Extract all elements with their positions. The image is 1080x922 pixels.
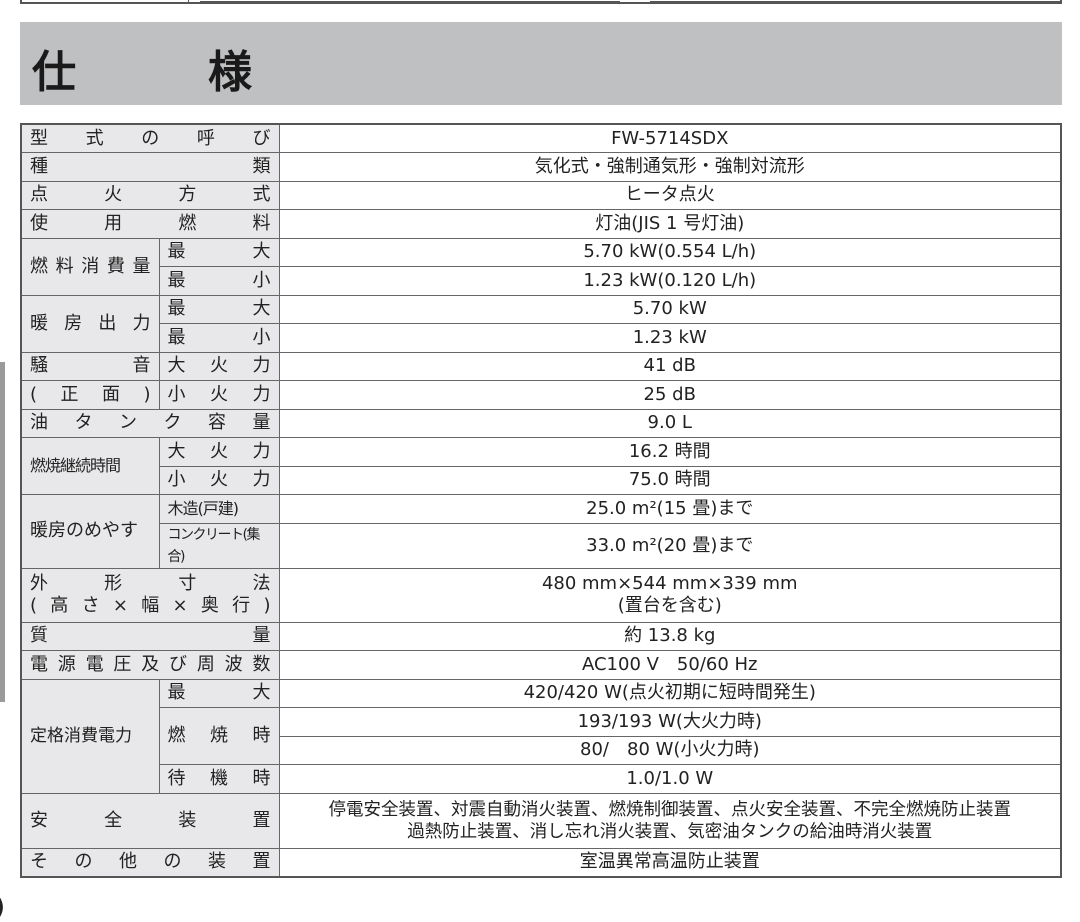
- row-value: 約 13.8 kg: [278, 621, 1062, 651]
- row-value: AC100 V 50/60 Hz: [278, 650, 1062, 680]
- row-label-line: (高さ×幅×奥行): [30, 595, 271, 616]
- sub-label: 大火力: [158, 351, 280, 381]
- table-row: 点火方式 ヒータ点火: [20, 180, 1062, 210]
- row-label: 暖房出力: [20, 294, 160, 353]
- sub-label: コンクリート(集合): [158, 522, 280, 569]
- row-label: その他の装置: [20, 847, 280, 877]
- row-label: 燃料消費量: [20, 237, 160, 296]
- row-label: 電源電圧及び周波数: [20, 650, 280, 680]
- sub-label: 小火力: [158, 465, 280, 495]
- table-row: 燃料消費量 最大 5.70 kW(0.554 L/h): [20, 237, 1062, 296]
- table-row: 定格消費電力 最大 420/420 W(点火初期に短時間発生): [20, 678, 1062, 794]
- table-row: 電源電圧及び周波数 AC100 V 50/60 Hz: [20, 650, 1062, 680]
- row-label-line: 外形寸法: [30, 573, 271, 594]
- row-value: 5.70 kW: [278, 294, 1062, 324]
- row-value: 1.23 kW: [278, 323, 1062, 353]
- row-label: 質量: [20, 621, 280, 651]
- sub-label: 木造(戸建): [158, 494, 280, 524]
- row-value: 16.2 時間: [278, 437, 1062, 467]
- row-value: 停電安全装置、対震自動消火装置、燃焼制御装置、点火安全装置、不完全燃焼防止装置 …: [278, 792, 1062, 849]
- row-value: 室温異常高温防止装置: [278, 847, 1062, 877]
- value-line: 過熱防止装置、消し忘れ消火装置、気密油タンクの給油時消火装置: [407, 821, 933, 842]
- row-value: ヒータ点火: [278, 180, 1062, 210]
- value-line: 停電安全装置、対震自動消火装置、燃焼制御装置、点火安全装置、不完全燃焼防止装置: [328, 799, 1012, 820]
- table-row: 最小 1.23 kW(0.120 L/h): [21, 266, 1062, 296]
- row-value: FW-5714SDX: [278, 123, 1062, 153]
- row-label: 暖房のめやす: [20, 494, 160, 569]
- row-value: 33.0 m²(20 畳)まで: [278, 522, 1062, 569]
- row-value: 25 dB: [278, 380, 1062, 410]
- row-label: 油タンク容量: [20, 408, 280, 438]
- spec-table: 型式の呼び FW-5714SDX 種類 気化式・強制通気形・強制対流形 点火方式…: [20, 123, 1062, 878]
- row-label: 外形寸法 (高さ×幅×奥行): [20, 567, 280, 623]
- table-row: コンクリート(集合) 33.0 m²(20 畳)まで: [21, 522, 1062, 569]
- sub-label: 最大: [158, 294, 280, 324]
- row-value: 灯油(JIS 1 号灯油): [278, 209, 1062, 239]
- table-row: 安全装置 停電安全装置、対震自動消火装置、燃焼制御装置、点火安全装置、不完全燃焼…: [20, 792, 1062, 849]
- value-line: (置台を含む): [617, 595, 722, 616]
- table-row: 燃焼継続時間 大火力 16.2 時間: [20, 437, 1062, 495]
- sub-label: 小火力: [158, 380, 280, 410]
- row-value: 9.0 L: [278, 408, 1062, 438]
- sub-label: 最大: [158, 237, 280, 267]
- row-value: 1.0/1.0 W: [278, 764, 1062, 794]
- row-value: 75.0 時間: [278, 465, 1062, 495]
- row-value: 41 dB: [278, 351, 1062, 381]
- table-row: 暖房出力 最大 5.70 kW: [20, 294, 1062, 353]
- previous-table-bottom: [20, 0, 1062, 4]
- row-value: 25.0 m²(15 畳)まで: [278, 494, 1062, 524]
- section-header: 仕 様: [20, 22, 1062, 105]
- value-line: 480 mm×544 mm×339 mm: [541, 573, 798, 594]
- table-row: 質量 約 13.8 kg: [20, 621, 1062, 651]
- table-row: 種類 気化式・強制通気形・強制対流形: [20, 152, 1062, 182]
- table-row: 型式の呼び FW-5714SDX: [20, 123, 1062, 153]
- sub-label: 待機時: [158, 764, 280, 794]
- row-label: 安全装置: [20, 792, 280, 849]
- row-value: 1.23 kW(0.120 L/h): [278, 266, 1062, 296]
- sub-label: 大火力: [158, 437, 280, 467]
- page-edge: [0, 362, 5, 702]
- row-value: 気化式・強制通気形・強制対流形: [278, 152, 1062, 182]
- table-row: 待機時 1.0/1.0 W: [21, 764, 1062, 794]
- row-value: 80/ 80 W(小火力時): [278, 735, 1062, 765]
- row-label: 型式の呼び: [20, 123, 280, 153]
- sub-label: 最小: [158, 323, 280, 353]
- table-row: 小火力 75.0 時間: [21, 465, 1062, 495]
- table-row: 騒音 大火力 41 dB: [20, 351, 1062, 381]
- row-value: 420/420 W(点火初期に短時間発生): [278, 678, 1062, 708]
- row-label: 騒音: [20, 351, 160, 381]
- table-row: 燃焼時 193/193 W(大火力時): [21, 707, 1062, 765]
- table-row: 外形寸法 (高さ×幅×奥行) 480 mm×544 mm×339 mm (置台を…: [20, 567, 1062, 623]
- row-label: 使用燃料: [20, 209, 280, 239]
- sub-label: 最小: [158, 266, 280, 296]
- row-label: 燃焼継続時間: [20, 437, 160, 495]
- row-label: 種類: [20, 152, 280, 182]
- row-value: 480 mm×544 mm×339 mm (置台を含む): [278, 567, 1062, 623]
- page-title: 仕 様: [32, 47, 296, 98]
- table-row: 80/ 80 W(小火力時): [21, 735, 1062, 765]
- table-row: その他の装置 室温異常高温防止装置: [20, 847, 1062, 877]
- sub-label: 燃焼時: [158, 707, 280, 765]
- row-value: 5.70 kW(0.554 L/h): [278, 237, 1062, 267]
- table-row: 油タンク容量 9.0 L: [20, 408, 1062, 438]
- table-row: 暖房のめやす 木造(戸建) 25.0 m²(15 畳)まで: [20, 494, 1062, 569]
- page-number-fragment: ): [0, 893, 5, 921]
- row-label: (正面): [20, 380, 160, 410]
- row-label: 点火方式: [20, 180, 280, 210]
- table-row: 使用燃料 灯油(JIS 1 号灯油): [20, 209, 1062, 239]
- sub-label: 最大: [158, 678, 280, 708]
- table-row: (正面) 小火力 25 dB: [20, 380, 1062, 410]
- row-value: 193/193 W(大火力時): [278, 707, 1062, 737]
- table-row: 最小 1.23 kW: [21, 323, 1062, 353]
- row-label: 定格消費電力: [20, 678, 160, 794]
